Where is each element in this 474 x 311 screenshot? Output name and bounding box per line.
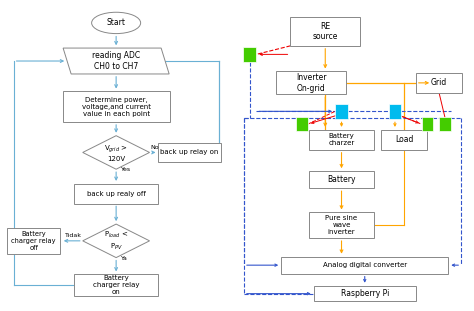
FancyBboxPatch shape: [381, 130, 428, 150]
Polygon shape: [63, 48, 169, 74]
Text: Ya: Ya: [120, 256, 128, 261]
Text: Load: Load: [395, 135, 413, 144]
FancyBboxPatch shape: [416, 73, 462, 93]
Text: Raspberry Pi: Raspberry Pi: [340, 289, 389, 298]
Text: Inverter
On-grid: Inverter On-grid: [296, 73, 327, 93]
FancyBboxPatch shape: [335, 104, 348, 119]
FancyBboxPatch shape: [281, 257, 448, 274]
FancyBboxPatch shape: [389, 104, 401, 119]
Text: Grid: Grid: [431, 78, 447, 87]
Text: back up relay on: back up relay on: [161, 150, 219, 156]
Text: V$_{grid}$ >
120V: V$_{grid}$ > 120V: [104, 143, 128, 162]
Text: Pure sine
wave
inverter: Pure sine wave inverter: [326, 215, 357, 235]
FancyBboxPatch shape: [309, 130, 374, 150]
FancyBboxPatch shape: [296, 117, 308, 131]
FancyBboxPatch shape: [74, 274, 158, 296]
FancyBboxPatch shape: [314, 286, 416, 301]
Text: Battery
charger relay
on: Battery charger relay on: [93, 275, 139, 295]
Text: reading ADC
CH0 to CH7: reading ADC CH0 to CH7: [92, 51, 140, 71]
FancyBboxPatch shape: [309, 171, 374, 188]
Text: RE
source: RE source: [312, 22, 338, 41]
Polygon shape: [82, 224, 149, 258]
Text: Start: Start: [107, 18, 126, 27]
Text: No: No: [151, 145, 159, 150]
FancyBboxPatch shape: [243, 47, 256, 62]
Text: P$_{load}$ <
P$_{PV}$: P$_{load}$ < P$_{PV}$: [104, 230, 128, 252]
Text: back up realy off: back up realy off: [87, 191, 146, 197]
Text: Battery
charger relay
off: Battery charger relay off: [11, 231, 56, 251]
Text: Determine power,
voltage,and current
value in each point: Determine power, voltage,and current val…: [82, 97, 151, 117]
FancyBboxPatch shape: [158, 142, 221, 162]
Text: Yes: Yes: [120, 167, 131, 172]
FancyBboxPatch shape: [439, 117, 451, 131]
FancyBboxPatch shape: [309, 212, 374, 238]
Text: Battery: Battery: [327, 175, 356, 184]
FancyBboxPatch shape: [276, 72, 346, 94]
Text: Analog digital converter: Analog digital converter: [323, 262, 407, 268]
FancyBboxPatch shape: [7, 228, 60, 254]
Polygon shape: [82, 136, 149, 169]
Ellipse shape: [91, 12, 141, 34]
FancyBboxPatch shape: [74, 184, 158, 203]
FancyBboxPatch shape: [422, 117, 433, 131]
Text: Battery
charzer: Battery charzer: [328, 133, 355, 146]
FancyBboxPatch shape: [291, 17, 360, 46]
FancyBboxPatch shape: [63, 91, 170, 122]
Text: Tidak: Tidak: [64, 233, 82, 238]
